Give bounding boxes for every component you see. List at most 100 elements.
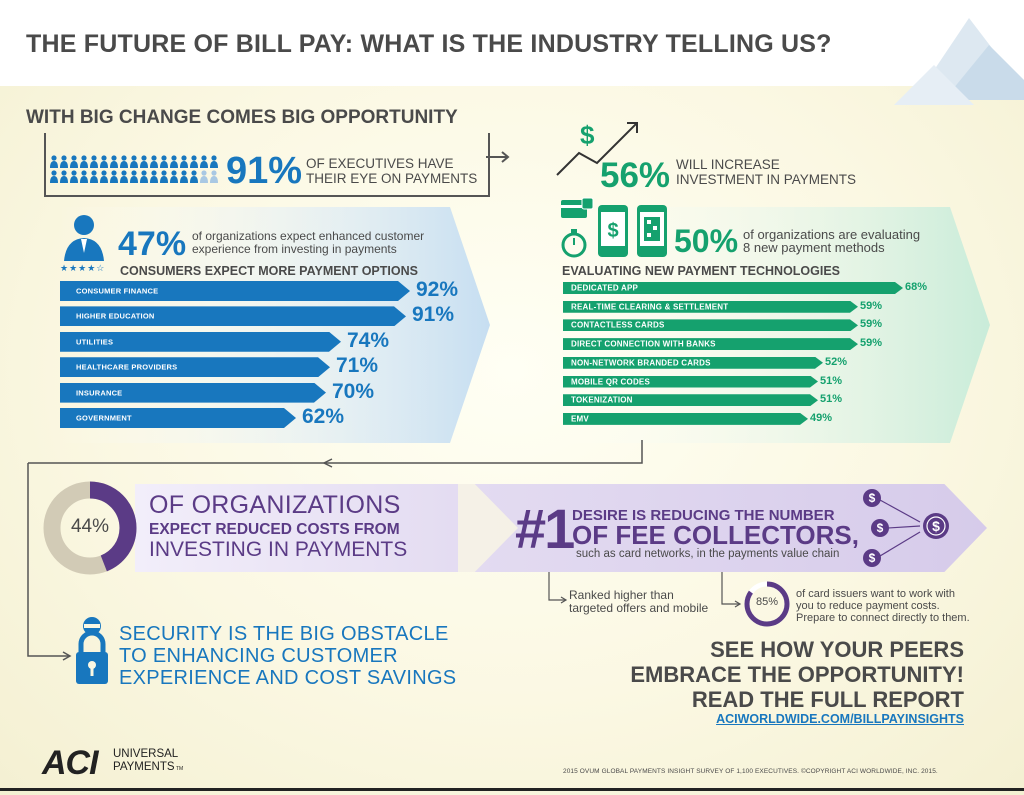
costs-band	[135, 484, 987, 572]
consumer-bar-label: CONSUMER FINANCE	[76, 286, 159, 296]
coin-icon	[871, 519, 889, 537]
security-text-1: SECURITY IS THE BIG OBSTACLE	[119, 623, 449, 645]
cta-line-3: READ THE FULL REPORT	[691, 687, 964, 712]
consumer-bar-label: GOVERNMENT	[76, 413, 132, 423]
consumer-bar-label: UTILITIES	[76, 337, 114, 347]
fee-text-3: such as card networks, in the payments v…	[576, 548, 840, 560]
technology-bar-value: 51%	[820, 393, 843, 406]
svg-text:$: $	[869, 551, 876, 565]
coin-icon	[863, 489, 881, 507]
consumer-bar: INSURANCE	[60, 383, 326, 403]
logo-line-2: PAYMENTS	[113, 761, 175, 773]
investment-percent: 56%	[600, 156, 671, 195]
fee-text-2: OF FEE COLLECTORS,	[572, 520, 859, 550]
svg-text:$: $	[607, 220, 618, 242]
executives-bracket	[44, 133, 490, 197]
technology-bar-label: DEDICATED APP	[571, 283, 639, 293]
costs-text-2: EXPECT REDUCED COSTS FROM	[149, 521, 400, 538]
footer-copyright: 2015 OVUM GLOBAL PAYMENTS INSIGHT SURVEY…	[563, 768, 938, 775]
consumer-bar: HEALTHCARE PROVIDERS	[60, 357, 330, 377]
issuers-text-1: of card issuers want to work with	[796, 588, 955, 600]
evaluating-percent: 50%	[674, 223, 739, 259]
trend-arrow-icon	[556, 122, 638, 176]
technology-bar: REAL-TIME CLEARING & SETTLEMENT	[563, 301, 858, 313]
consumer-bar: HIGHER EDUCATION	[60, 306, 406, 326]
dollar-icon: $	[580, 120, 595, 150]
costs-text-1: OF ORGANIZATIONS	[149, 491, 401, 519]
mobile-qr-icon	[637, 205, 667, 257]
consumer-bar: UTILITIES	[60, 332, 341, 352]
mobile-dollar-icon: $	[598, 205, 628, 257]
investment-text-1: WILL INCREASE	[676, 157, 780, 172]
technology-bar: NON-NETWORK BRANDED CARDS	[563, 357, 823, 369]
technology-bar-label: REAL-TIME CLEARING & SETTLEMENT	[571, 302, 729, 312]
svg-text:$: $	[932, 518, 940, 534]
security-text-3: EXPERIENCE AND COST SAVINGS	[119, 667, 457, 689]
coin-icon	[863, 549, 881, 567]
consumers-heading: CONSUMERS EXPECT MORE PAYMENT OPTIONS	[120, 264, 418, 278]
section-heading: WITH BIG CHANGE COMES BIG OPPORTUNITY	[26, 107, 458, 128]
ranked-text-2: targeted offers and mobile	[569, 601, 709, 615]
technology-bar-value: 51%	[820, 374, 843, 387]
experience-text-1: of organizations expect enhanced custome…	[192, 229, 425, 243]
consumer-bar-value: 62%	[302, 405, 345, 428]
evaluating-text-2: 8 new payment methods	[743, 240, 885, 255]
costs-donut-label: 44%	[70, 516, 110, 537]
issuers-donut	[744, 581, 790, 627]
bracket-arrow-icon	[486, 151, 510, 163]
fee-collectors-diagram: $ $ $ $	[863, 489, 949, 567]
consumer-bar-value: 70%	[332, 379, 375, 403]
technology-bar-label: TOKENIZATION	[571, 395, 633, 405]
executives-text-1: OF EXECUTIVES HAVE	[306, 156, 454, 171]
technology-bar-label: MOBILE QR CODES	[571, 377, 651, 386]
technology-bar: MOBILE QR CODES	[563, 376, 818, 388]
svg-text:$: $	[877, 521, 884, 535]
donut-arc	[43, 481, 137, 575]
technology-bar-value: 59%	[860, 318, 883, 331]
fee-text-1: DESIRE IS REDUCING THE NUMBER	[572, 507, 835, 524]
issuers-donut-label: 85%	[755, 596, 779, 608]
consumer-bar-value: 71%	[336, 354, 379, 378]
issuers-text-2: you to reduce payment costs.	[796, 600, 940, 612]
executives-text-2: THEIR EYE ON PAYMENTS	[306, 171, 478, 186]
executives-percent: 91%	[226, 150, 303, 192]
technology-bar: DEDICATED APP	[563, 282, 903, 294]
card-icon	[561, 197, 594, 218]
lock-icon	[76, 617, 108, 684]
technology-bar-value: 68%	[905, 281, 928, 293]
technology-bar-value: 59%	[860, 299, 883, 312]
consumer-bar: GOVERNMENT	[60, 408, 296, 428]
fee-rank: #1	[515, 497, 575, 560]
technologies-heading: EVALUATING NEW PAYMENT TECHNOLOGIES	[562, 264, 841, 278]
consumer-bar-label: HIGHER EDUCATION	[76, 311, 155, 321]
consumer-bar: CONSUMER FINANCE	[60, 281, 410, 301]
technology-bar: EMV	[563, 413, 808, 425]
stars-icon: ★★★★☆	[60, 263, 106, 273]
consumer-bar-value: 74%	[347, 328, 390, 352]
technology-bar-value: 52%	[825, 355, 848, 368]
consumer-bar-label: HEALTHCARE PROVIDERS	[76, 362, 178, 372]
cta-line-1: SEE HOW YOUR PEERS	[710, 637, 964, 662]
technology-bar-label: CONTACTLESS CARDS	[571, 320, 665, 330]
technology-bar: DIRECT CONNECTION WITH BANKS	[563, 338, 858, 350]
logo-trademark: TM	[176, 766, 184, 772]
technology-bar-value: 59%	[860, 337, 883, 350]
person-icon	[64, 215, 104, 261]
logo-line-1: UNIVERSAL	[113, 748, 179, 760]
mountain-decoration	[894, 18, 1024, 105]
technology-bar-value: 49%	[810, 411, 833, 424]
stopwatch-icon	[561, 229, 587, 258]
report-link[interactable]: ACIWORLDWIDE.COM/BILLPAYINSIGHTS	[716, 712, 964, 726]
evaluating-text-1: of organizations are evaluating	[743, 227, 921, 242]
technology-bar-label: DIRECT CONNECTION WITH BANKS	[571, 339, 716, 349]
technology-bar: CONTACTLESS CARDS	[563, 319, 858, 331]
technology-bar: TOKENIZATION	[563, 394, 818, 406]
page-title: THE FUTURE OF BILL PAY: WHAT IS THE INDU…	[26, 30, 832, 58]
costs-donut	[43, 481, 137, 575]
consumer-bar-label: INSURANCE	[76, 388, 123, 398]
issuers-text-3: Prepare to connect directly to them.	[796, 612, 970, 624]
security-text-2: TO ENHANCING CUSTOMER	[119, 645, 398, 667]
experience-percent: 47%	[118, 225, 187, 263]
consumer-bar-value: 91%	[412, 303, 455, 327]
costs-text-3: INVESTING IN PAYMENTS	[149, 538, 408, 561]
